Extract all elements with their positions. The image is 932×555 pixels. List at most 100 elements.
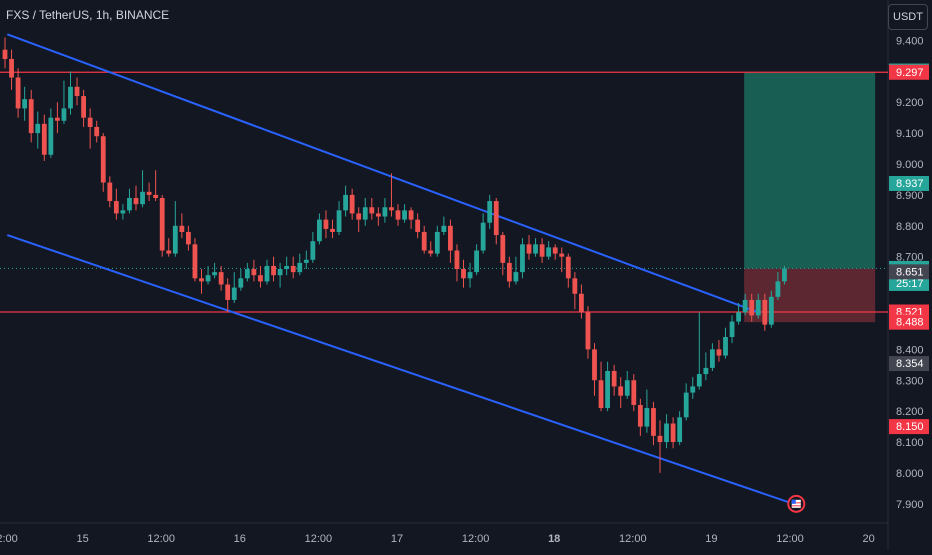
candle-body (762, 299, 768, 325)
candle-body (415, 219, 421, 232)
candle-body (382, 207, 388, 217)
candle-body (579, 293, 584, 313)
candle-body (87, 117, 93, 127)
candle-body (140, 191, 145, 205)
candle-body (526, 244, 532, 254)
candle-body (723, 337, 728, 356)
candle-body (238, 278, 244, 288)
candle-body (41, 123, 47, 155)
candle-body (605, 370, 610, 409)
candle-body (362, 207, 368, 220)
flag-stripes (791, 499, 801, 508)
price-label-tag (889, 419, 929, 435)
y-tick-label: 9.100 (896, 128, 924, 140)
candle-body (677, 417, 683, 443)
x-tick-label: 12:00 (305, 533, 333, 545)
candle-body (179, 225, 185, 232)
candle-body (670, 423, 676, 443)
candle-body (199, 278, 204, 282)
candle-body (480, 222, 486, 251)
x-tick-label: 20 (862, 533, 874, 545)
candle-body (231, 287, 237, 300)
x-tick-label: 12:00 (462, 533, 490, 545)
price-label-tag (889, 64, 929, 80)
candle-body (2, 49, 8, 59)
x-tick-label: 18 (548, 533, 560, 545)
x-tick-label: 12:00 (0, 533, 18, 545)
candle-body (120, 210, 126, 214)
y-tick-label: 8.200 (896, 406, 924, 418)
price-label-text: 8.488 (896, 317, 924, 329)
candle-body (55, 117, 60, 121)
candle-body (349, 194, 355, 214)
candle-body (461, 269, 466, 279)
y-tick-label: 8.000 (896, 468, 924, 480)
currency-button[interactable]: USDT (888, 4, 928, 30)
candle-body (565, 256, 571, 279)
price-label-countdown: 25:17 (896, 278, 924, 290)
candle-body (434, 231, 440, 254)
candle-body (559, 253, 565, 257)
candle-body (703, 367, 709, 375)
y-tick-label: 8.400 (896, 344, 924, 356)
candle-body (186, 231, 191, 245)
x-tick-label: 12:00 (776, 533, 804, 545)
candle-body (546, 247, 552, 257)
candle-body (696, 374, 702, 387)
profit-zone (744, 72, 876, 269)
candle-body (22, 99, 28, 109)
y-tick-label: 8.100 (896, 437, 924, 449)
candle-body (402, 210, 407, 220)
x-tick-label: 15 (76, 533, 88, 545)
candle-body (389, 207, 394, 211)
candle-body (768, 296, 774, 325)
candle-body (533, 244, 538, 254)
candle-body (310, 241, 316, 260)
candle-body (290, 265, 296, 273)
candle-body (61, 108, 67, 121)
candle-body (192, 244, 198, 279)
candle-body (343, 194, 348, 211)
channel-line[interactable] (6, 234, 794, 505)
candle-body (303, 259, 309, 263)
price-label-tag (889, 356, 929, 372)
price-label-tag (889, 175, 929, 191)
candle-body (683, 392, 689, 418)
candle-body (336, 210, 342, 232)
price-label-tag (889, 314, 929, 330)
candle-body (755, 299, 761, 316)
candle-body (408, 210, 414, 220)
candle-body (539, 244, 545, 257)
candle-body (330, 228, 335, 232)
candle-body (506, 262, 512, 282)
y-tick-label: 7.900 (896, 499, 924, 511)
candle-body (664, 423, 669, 443)
candle-body (369, 207, 375, 214)
x-tick-label: 16 (234, 533, 246, 545)
candle-body (782, 268, 787, 282)
candle-body (500, 235, 506, 263)
candle-body (28, 99, 34, 134)
candle-body (172, 225, 178, 254)
candle-body (225, 284, 231, 300)
y-tick-label: 9.200 (896, 97, 924, 109)
channel-line[interactable] (6, 33, 758, 313)
x-tick-label: 12:00 (619, 533, 647, 545)
candle-body (244, 269, 250, 279)
candle-body (356, 213, 362, 220)
candle-body (317, 219, 322, 242)
x-tick-label: 19 (705, 533, 717, 545)
candle-body (395, 210, 401, 220)
candle-body (493, 201, 499, 236)
candle-body (729, 321, 735, 338)
candle-body (520, 244, 525, 273)
candle-body (251, 269, 257, 276)
candle-body (94, 126, 100, 137)
candle-body (284, 265, 290, 270)
candle-body (657, 435, 663, 443)
candle-body (100, 136, 106, 183)
candle-body (166, 250, 172, 254)
y-tick-label: 9.400 (896, 35, 924, 47)
